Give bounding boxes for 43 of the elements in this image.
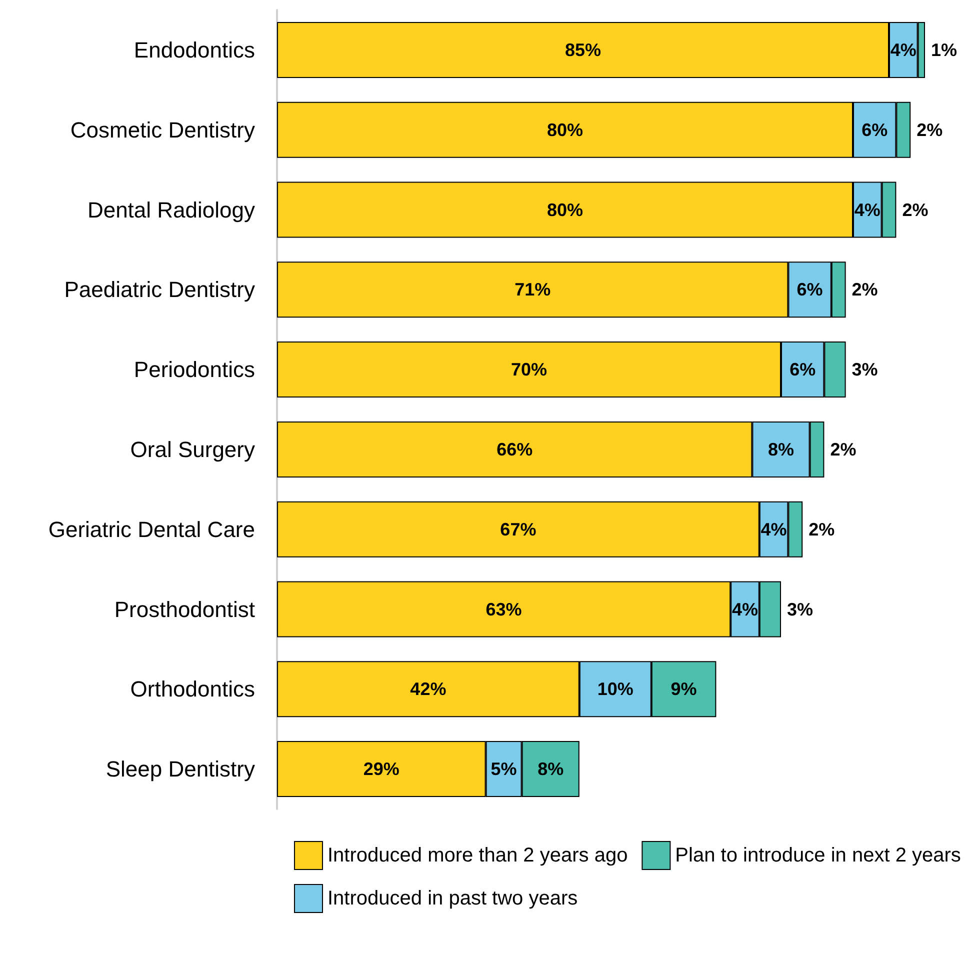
y-tick-label: Orthodontics — [130, 676, 255, 702]
data-label: 29% — [363, 759, 400, 780]
y-tick-label: Endodontics — [134, 37, 255, 62]
data-label: 42% — [410, 679, 446, 700]
data-label: 63% — [486, 599, 522, 620]
data-label: 8% — [538, 759, 564, 780]
data-label: 2% — [902, 200, 928, 220]
y-tick-label: Geriatric Dental Care — [48, 516, 255, 542]
y-tick-label: Cosmetic Dentistry — [70, 117, 255, 142]
data-label: 2% — [830, 439, 856, 460]
data-label: 10% — [597, 679, 634, 700]
y-tick-label: Dental Radiology — [87, 197, 255, 222]
data-label: 4% — [760, 519, 787, 540]
data-label: 6% — [796, 280, 823, 300]
data-label: 1% — [931, 40, 958, 60]
legend-label: Introduced in past two years — [328, 888, 578, 910]
legend-label: Plan to introduce in next 2 years — [675, 844, 961, 866]
data-label: 3% — [787, 599, 814, 620]
data-label: 9% — [670, 679, 697, 700]
data-label: 70% — [510, 360, 548, 380]
data-label: 4% — [890, 40, 916, 60]
data-label: 6% — [862, 120, 888, 140]
data-label: 2% — [852, 280, 878, 300]
data-label: 4% — [732, 599, 758, 620]
y-tick-label: Sleep Dentistry — [106, 756, 255, 782]
y-tick-label: Prosthodontist — [114, 596, 255, 622]
data-label: 71% — [514, 280, 551, 300]
data-label: 80% — [546, 120, 584, 140]
data-label: 2% — [916, 120, 943, 140]
data-label: 8% — [768, 439, 794, 460]
y-tick-label: Periodontics — [134, 357, 255, 382]
data-label: 2% — [808, 519, 835, 540]
y-tick-label: Oral Surgery — [130, 436, 255, 462]
data-label: 66% — [496, 439, 533, 460]
data-label: 5% — [490, 759, 517, 780]
data-label: 4% — [854, 200, 880, 220]
data-label: 67% — [500, 519, 536, 540]
data-label: 3% — [852, 360, 878, 380]
y-tick-label: Paediatric Dentistry — [64, 277, 255, 302]
data-label: 85% — [564, 40, 602, 60]
legend-label: Introduced more than 2 years ago — [328, 844, 628, 866]
data-label: 6% — [790, 360, 816, 380]
data-label: 80% — [546, 200, 584, 220]
